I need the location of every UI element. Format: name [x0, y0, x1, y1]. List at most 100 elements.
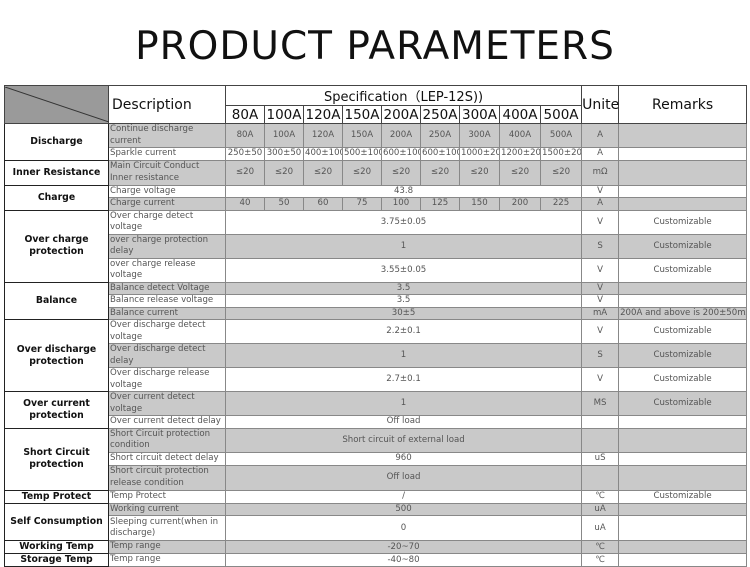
description-cell: Over current detect voltage	[108, 391, 226, 416]
header-unit: Unite	[581, 85, 619, 124]
unit-cell: A	[581, 197, 620, 211]
description-cell: Balance detect Voltage	[108, 281, 226, 295]
remark-cell: Customizable	[618, 209, 748, 235]
remark-cell	[618, 159, 748, 186]
spec-value-cell: 75	[342, 197, 382, 211]
description-cell: Sleeping current(when in discharge)	[108, 515, 226, 541]
unit-cell: A	[581, 123, 620, 148]
header-size-250a: 250A	[420, 105, 460, 124]
spec-value-cell: 30±5	[224, 306, 583, 320]
table-row: Over current protection Over current dete…	[4, 391, 748, 429]
remark-cell	[618, 451, 748, 466]
unit-cell: mA	[581, 306, 620, 320]
spec-value-cell: ≤20	[459, 159, 500, 186]
table-row: Discharge Continue discharge current 80A 10…	[4, 123, 748, 161]
corner-diagonal-cell	[4, 85, 109, 124]
header-size-150a: 150A	[342, 105, 382, 124]
spec-value-cell: 3.55±0.05	[224, 257, 583, 283]
spec-value-cell: 960	[224, 451, 583, 466]
spec-value-cell: 100A	[264, 123, 304, 148]
unit-cell: ℃	[581, 489, 620, 504]
description-cell: Sparkle current	[108, 147, 226, 161]
description-cell: Over current detect delay	[108, 415, 226, 429]
description-cell: Over discharge detect delay	[108, 343, 226, 368]
spec-value-cell: 225	[539, 197, 583, 211]
spec-value-cell: -20~70	[224, 540, 583, 554]
description-cell: Temp range	[108, 540, 226, 554]
remark-cell: Customizable	[618, 319, 748, 344]
spec-value-cell: 43.8	[224, 184, 583, 198]
unit-cell: ℃	[581, 540, 620, 554]
spec-value-cell: 1500±200	[539, 147, 583, 161]
remark-cell	[618, 197, 748, 211]
description-cell: Charge current	[108, 197, 226, 211]
spec-value-cell: 100	[381, 197, 421, 211]
remark-cell: 200A and above is 200±50mA	[618, 306, 748, 320]
table-row: Over charge protection Over charge detect…	[4, 209, 748, 283]
remark-cell	[618, 123, 748, 148]
spec-value-cell: 200A	[381, 123, 421, 148]
category-cell: Charge	[4, 184, 109, 211]
remark-cell	[618, 540, 748, 554]
description-cell: over charge release voltage	[108, 257, 226, 283]
remark-cell	[618, 184, 748, 198]
spec-value-cell: 300±50	[264, 147, 304, 161]
remark-cell: Customizable	[618, 343, 748, 368]
description-cell: Short circuit protection release conditi…	[108, 464, 226, 491]
description-cell: Short Circuit protection condition	[108, 427, 226, 453]
spec-value-cell: /	[224, 489, 583, 504]
description-cell: Over discharge detect voltage	[108, 319, 226, 344]
spec-value-cell: 2.2±0.1	[224, 319, 583, 344]
description-cell: Temp Protect	[108, 489, 226, 504]
unit-cell: V	[581, 209, 620, 235]
unit-cell: V	[581, 184, 620, 198]
category-cell: Storage Temp	[4, 553, 109, 567]
parameters-table: Description Specification（LEP-12S)) Unit…	[4, 85, 748, 567]
description-cell: Balance current	[108, 306, 226, 320]
remark-cell	[618, 281, 748, 295]
spec-value-cell: 150A	[342, 123, 382, 148]
remark-cell	[618, 427, 748, 453]
table-row: Working Temp Temp range -20~70 ℃	[4, 540, 748, 554]
description-cell: Over discharge release voltage	[108, 367, 226, 392]
header-description: Description	[108, 85, 226, 124]
unit-cell	[581, 415, 620, 429]
spec-value-cell: ≤20	[225, 159, 265, 186]
table-row: Balance Balance detect Voltage 3.5 V	[4, 281, 748, 320]
spec-value-cell: 3.75±0.05	[224, 209, 583, 235]
spec-value-cell: 600±100	[420, 147, 460, 161]
page-title: PRODUCT PARAMETERS	[135, 24, 615, 69]
spec-value-cell: ≤20	[342, 159, 382, 186]
spec-value-cell: ≤20	[381, 159, 421, 186]
spec-value-cell: 3.5	[224, 281, 583, 295]
description-cell: Main Circuit Conduct Inner resistance	[108, 159, 226, 186]
description-cell: Charge voltage	[108, 184, 226, 198]
unit-cell: V	[581, 281, 620, 295]
spec-value-cell: 1	[224, 233, 583, 259]
unit-cell	[581, 427, 620, 453]
description-cell: Balance release voltage	[108, 294, 226, 308]
unit-cell: MS	[581, 391, 620, 416]
spec-value-cell: 50	[264, 197, 304, 211]
description-cell: Short circuit detect delay	[108, 451, 226, 466]
table-row: over charge release voltage 3.55±0.05 V Cus…	[5, 257, 748, 283]
spec-value-cell: 3.5	[224, 294, 583, 308]
spec-value-cell: 1	[224, 343, 583, 368]
spec-value-cell: 40	[225, 197, 265, 211]
table-row: over charge protection delay 1 S Customizab…	[5, 233, 748, 259]
spec-value-cell: 600±100	[381, 147, 421, 161]
table-row: Sparkle current 250±50 300±50 400±100 500±10…	[5, 147, 748, 161]
unit-cell: V	[581, 257, 620, 283]
remark-cell: Customizable	[618, 489, 748, 504]
spec-value-cell: 60	[303, 197, 343, 211]
spec-value-cell: 500	[224, 502, 583, 516]
remark-cell	[618, 515, 748, 541]
remark-cell	[618, 464, 748, 491]
category-cell: Inner Resistance	[4, 159, 109, 186]
spec-value-cell: Off load	[224, 464, 583, 491]
category-cell: Over current protection	[4, 391, 109, 429]
description-cell: Over charge detect voltage	[108, 209, 226, 235]
spec-value-cell: 200	[499, 197, 541, 211]
spec-value-cell: 500A	[539, 123, 583, 148]
category-cell: Short Circuit protection	[4, 427, 109, 491]
